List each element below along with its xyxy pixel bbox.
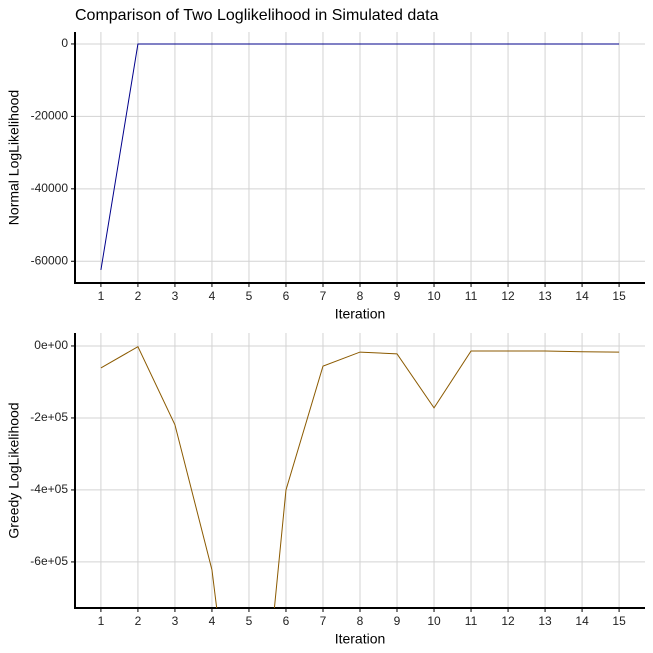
x-tick-label: 7: [320, 289, 327, 303]
x-tick-label: 5: [246, 614, 253, 628]
x-tick-label: 8: [357, 614, 364, 628]
data-line: [100, 43, 620, 271]
y-tick-label: -2e+05: [30, 410, 68, 424]
x-tick-label: 9: [394, 614, 401, 628]
x-tick-label: 3: [172, 289, 179, 303]
x-tick-label: 8: [357, 289, 364, 303]
y-tick-label: -60000: [31, 253, 69, 267]
plot-area: [100, 345, 620, 608]
x-tick-label: 7: [320, 614, 327, 628]
y-axis-label: Greedy LogLikelihood: [6, 402, 22, 538]
x-tick-label: 15: [612, 289, 626, 303]
y-axis-label: Normal LogLikelihood: [6, 90, 22, 225]
x-tick-label: 3: [172, 614, 179, 628]
x-tick-label: 15: [612, 614, 626, 628]
x-tick-label: 11: [465, 614, 478, 628]
plot-area: [100, 43, 620, 271]
x-tick-label: 6: [283, 289, 290, 303]
x-tick-label: 10: [427, 289, 441, 303]
x-tick-label: 6: [283, 614, 290, 628]
x-tick-label: 12: [501, 614, 515, 628]
x-tick-label: 12: [501, 289, 515, 303]
x-tick-label: 1: [98, 289, 105, 303]
x-tick-label: 2: [135, 289, 142, 303]
x-axis-label: Iteration: [335, 306, 386, 322]
x-tick-label: 4: [209, 289, 216, 303]
y-tick-label: -20000: [31, 109, 69, 123]
x-tick-label: 4: [209, 614, 216, 628]
y-tick-label: -6e+05: [30, 554, 68, 568]
y-tick-label: -40000: [31, 181, 69, 195]
x-tick-label: 14: [575, 614, 589, 628]
y-tick-label: 0e+00: [34, 338, 68, 352]
x-tick-label: 2: [135, 614, 142, 628]
y-tick-label: 0: [61, 36, 68, 50]
x-tick-label: 14: [575, 289, 589, 303]
x-tick-label: 11: [465, 289, 478, 303]
x-tick-label: 9: [394, 289, 401, 303]
x-tick-label: 1: [98, 614, 105, 628]
x-tick-label: 13: [538, 614, 552, 628]
x-tick-label: 5: [246, 289, 253, 303]
y-tick-label: -4e+05: [30, 482, 68, 496]
data-line: [100, 345, 620, 608]
chart-title: Comparison of Two Loglikelihood in Simul…: [75, 7, 439, 24]
x-axis-label: Iteration: [335, 631, 386, 647]
x-tick-label: 13: [538, 289, 552, 303]
x-tick-label: 10: [427, 614, 441, 628]
